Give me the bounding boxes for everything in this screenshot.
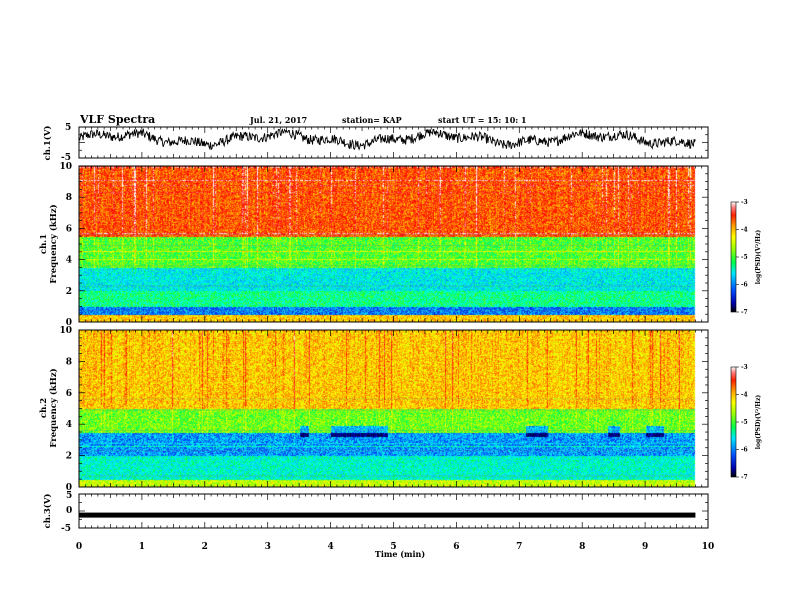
x-tick-label: 10	[702, 542, 715, 552]
ch1-waveform-panel: 5 -5 ch.1(V)	[42, 123, 709, 163]
ch2-colorbar-label: log(PSD)(V²/Hz)	[755, 395, 762, 450]
ch3-waveform-panel: 5 0 -5 ch.3(V)	[42, 491, 709, 534]
ch2-colorbar-ticks: -3 -4 -5 -6 -7	[736, 364, 748, 481]
ch1-waveform-trace	[78, 127, 696, 151]
ch1-colorbar: -3 -4 -5 -6 -7 log(PSD)(V²/Hz)	[730, 199, 762, 316]
ch1-colorbar-label: log(PSD)(V²/Hz)	[755, 230, 762, 285]
x-tick-label: 2	[202, 542, 208, 552]
ch1-frequency-ylabel: Frequency (kHz)	[48, 204, 59, 283]
ch2-frequency-ylabel: Frequency (kHz)	[48, 368, 59, 447]
colorbar-tick-label: -4	[741, 392, 748, 399]
y-tick-label: 2	[66, 287, 72, 297]
ch1-spectrogram-ticks	[78, 165, 709, 323]
x-tick-label: 7	[516, 542, 522, 552]
y-tick-label: 6	[66, 224, 72, 234]
y-tick-label: 8	[66, 193, 72, 203]
ch2-spectrogram	[79, 330, 708, 487]
colorbar-tick-label: -5	[741, 419, 748, 426]
ch1-panel-label: ch.1	[39, 234, 49, 254]
colorbar-tick-label: -3	[741, 364, 748, 371]
ch2-spectrogram-panel: 0 2 4 6 8 10 ch.2 Frequency (kHz)	[39, 326, 709, 493]
y-tick-label: 10	[59, 326, 72, 336]
ch1-ytick-bottom: -5	[61, 153, 71, 163]
y-tick-label: 10	[59, 162, 72, 172]
ch1-spectrogram	[79, 166, 708, 322]
ch3-waveform-ticks	[78, 493, 709, 529]
colorbar-tick-label: -3	[741, 199, 748, 206]
ch2-spectrogram-ticks	[78, 329, 709, 488]
ch3-waveform-ylabel: ch.3(V)	[42, 494, 53, 529]
y-tick-label: 6	[66, 389, 72, 399]
ch3-flat-trace	[79, 512, 696, 518]
ch1-waveform-line	[78, 127, 696, 151]
time-axis-label: Time (min)	[375, 549, 425, 559]
ch3-ytick-bottom: -5	[61, 524, 71, 534]
start-time-label: start UT = 15: 10: 1	[438, 115, 527, 125]
ch1-spectrogram-canvas-wrap	[79, 166, 708, 322]
colorbar-tick-label: -7	[741, 309, 748, 316]
y-tick-label: 0	[66, 483, 72, 493]
ch2-spectrogram-ytick-labels: 0 2 4 6 8 10	[59, 326, 72, 493]
ch2-colorbar-scale	[730, 366, 737, 478]
ch1-ytick-top: 5	[65, 123, 71, 133]
y-tick-label: 0	[66, 318, 72, 328]
x-tick-label: 9	[642, 542, 648, 552]
time-axis-tick-labels: 0 1 2 3 4 5 6 7 8 9 10	[76, 542, 714, 552]
x-tick-label: 0	[76, 542, 82, 552]
station-label: station= KAP	[342, 115, 402, 125]
figure-title: VLF Spectra	[79, 113, 155, 126]
ch3-ytick-top: 5	[66, 491, 72, 501]
date-label: Jul. 21, 2017	[249, 115, 307, 125]
ch1-colorbar-scale	[730, 201, 737, 313]
colorbar-tick-label: -4	[741, 227, 748, 234]
colorbar-tick-label: -6	[741, 447, 748, 454]
y-tick-label: 4	[66, 420, 72, 430]
y-tick-label: 8	[66, 357, 72, 367]
colorbar-tick-label: -6	[741, 282, 748, 289]
y-tick-label: 2	[66, 452, 72, 462]
ch1-spectrogram-panel: 0 2 4 6 8 10 ch.1 Frequency (kHz)	[39, 162, 709, 328]
colorbar-tick-label: -7	[741, 474, 748, 481]
ch2-panel-label: ch.2	[39, 398, 49, 418]
y-tick-label: 4	[66, 256, 72, 266]
ch2-colorbar: -3 -4 -5 -6 -7 log(PSD)(V²/Hz)	[730, 364, 762, 481]
ch1-waveform-ticks	[78, 126, 709, 159]
ch1-colorbar-ticks: -3 -4 -5 -6 -7	[736, 199, 748, 316]
x-tick-label: 6	[453, 542, 459, 552]
ch1-spectrogram-ytick-labels: 0 2 4 6 8 10	[59, 162, 72, 328]
colorbar-tick-label: -5	[741, 254, 748, 261]
ch2-spectrogram-canvas-wrap	[79, 330, 708, 487]
x-tick-label: 3	[265, 542, 271, 552]
x-tick-label: 5	[390, 542, 396, 552]
ch3-ytick-mid: 0	[66, 506, 72, 516]
x-tick-label: 1	[139, 542, 145, 552]
x-tick-label: 8	[579, 542, 585, 552]
x-tick-label: 4	[327, 542, 333, 552]
ch1-waveform-ylabel: ch.1(V)	[42, 126, 53, 161]
